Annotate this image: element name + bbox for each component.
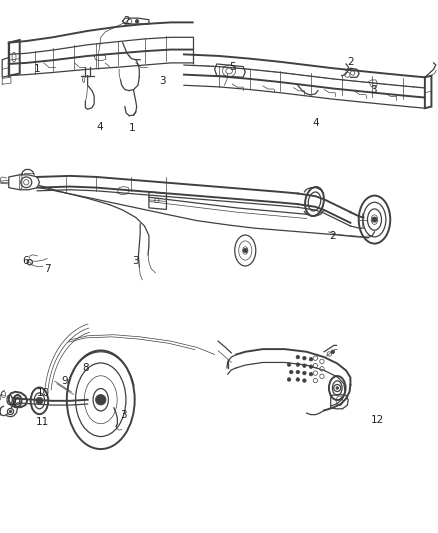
Circle shape xyxy=(309,365,313,368)
Circle shape xyxy=(336,387,339,389)
Text: 1: 1 xyxy=(34,64,41,74)
Circle shape xyxy=(334,384,341,392)
Circle shape xyxy=(95,394,106,405)
Text: 2: 2 xyxy=(329,231,336,240)
Text: 9: 9 xyxy=(61,376,68,386)
Circle shape xyxy=(296,370,300,374)
Text: 3: 3 xyxy=(370,85,377,94)
Text: 2: 2 xyxy=(10,398,17,407)
Text: 4: 4 xyxy=(312,118,319,127)
Circle shape xyxy=(331,350,335,353)
Circle shape xyxy=(303,357,306,360)
Text: 4: 4 xyxy=(96,122,103,132)
Circle shape xyxy=(135,20,139,23)
Circle shape xyxy=(309,358,313,361)
Circle shape xyxy=(290,370,293,374)
Circle shape xyxy=(287,378,291,381)
Text: 7: 7 xyxy=(44,264,51,273)
Text: 3: 3 xyxy=(159,76,166,86)
Circle shape xyxy=(303,372,306,375)
Text: 8: 8 xyxy=(82,363,89,373)
Text: 2: 2 xyxy=(124,17,131,26)
Circle shape xyxy=(296,363,300,366)
Circle shape xyxy=(296,378,300,381)
Circle shape xyxy=(296,356,300,359)
Text: 1: 1 xyxy=(129,123,136,133)
Text: 12: 12 xyxy=(371,415,384,425)
Circle shape xyxy=(9,410,12,413)
Circle shape xyxy=(287,363,291,366)
Text: 5: 5 xyxy=(229,62,236,71)
Text: 10: 10 xyxy=(36,389,49,398)
Text: 11: 11 xyxy=(36,417,49,427)
Circle shape xyxy=(243,248,247,253)
Text: 2: 2 xyxy=(347,57,354,67)
Circle shape xyxy=(7,408,14,415)
Circle shape xyxy=(303,379,306,382)
Circle shape xyxy=(372,217,377,222)
Circle shape xyxy=(303,364,306,367)
Text: 3: 3 xyxy=(120,410,127,419)
Circle shape xyxy=(309,373,313,376)
Text: 3: 3 xyxy=(132,256,139,266)
Circle shape xyxy=(36,397,43,405)
Text: 6: 6 xyxy=(22,256,29,266)
